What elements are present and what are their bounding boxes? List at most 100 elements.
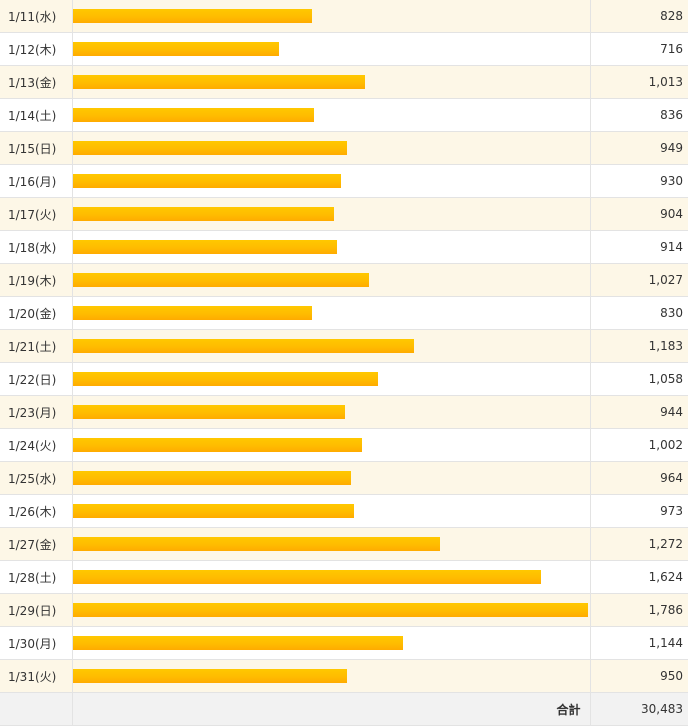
bar bbox=[72, 108, 314, 122]
bar bbox=[72, 603, 588, 617]
table-row: 1/24(火) 1,002 bbox=[0, 428, 688, 462]
bar-cell bbox=[71, 131, 591, 165]
bar-cell bbox=[71, 263, 591, 297]
bar bbox=[72, 141, 347, 155]
bar-cell bbox=[71, 461, 591, 495]
date-label: 1/31(火) bbox=[0, 659, 73, 693]
bar-cell bbox=[71, 164, 591, 198]
bar bbox=[72, 669, 347, 683]
bar-cell bbox=[71, 395, 591, 429]
value-label: 914 bbox=[589, 230, 688, 264]
table-row: 1/21(土) 1,183 bbox=[0, 329, 688, 363]
value-label: 1,144 bbox=[589, 626, 688, 660]
bar bbox=[72, 75, 365, 89]
date-label: 1/11(水) bbox=[0, 0, 73, 33]
bar-cell bbox=[71, 593, 591, 627]
date-label: 1/29(日) bbox=[0, 593, 73, 627]
value-label: 964 bbox=[589, 461, 688, 495]
date-label: 1/22(日) bbox=[0, 362, 73, 396]
table-row: 1/11(水) 828 bbox=[0, 0, 688, 33]
date-label: 1/17(火) bbox=[0, 197, 73, 231]
date-label: 1/26(木) bbox=[0, 494, 73, 528]
date-label: 1/20(金) bbox=[0, 296, 73, 330]
bar-cell bbox=[71, 230, 591, 264]
bar-cell bbox=[71, 329, 591, 363]
bar-cell bbox=[71, 296, 591, 330]
date-label: 1/12(木) bbox=[0, 32, 73, 66]
value-label: 1,786 bbox=[589, 593, 688, 627]
bar-cell bbox=[71, 0, 591, 33]
date-label: 1/30(月) bbox=[0, 626, 73, 660]
total-spacer-cell bbox=[0, 692, 73, 726]
bar bbox=[72, 405, 345, 419]
date-label: 1/18(水) bbox=[0, 230, 73, 264]
table-row: 1/18(水) 914 bbox=[0, 230, 688, 264]
bar-cell bbox=[71, 65, 591, 99]
table-row: 1/28(土) 1,624 bbox=[0, 560, 688, 594]
date-label: 1/19(木) bbox=[0, 263, 73, 297]
bar bbox=[72, 438, 362, 452]
value-label: 1,272 bbox=[589, 527, 688, 561]
table-row: 1/26(木) 973 bbox=[0, 494, 688, 528]
table-row: 1/22(日) 1,058 bbox=[0, 362, 688, 396]
total-value: 30,483 bbox=[589, 692, 688, 726]
table-row: 1/25(水) 964 bbox=[0, 461, 688, 495]
value-label: 1,058 bbox=[589, 362, 688, 396]
bar-cell bbox=[71, 197, 591, 231]
bar bbox=[72, 504, 354, 518]
table-row: 1/16(月) 930 bbox=[0, 164, 688, 198]
value-label: 904 bbox=[589, 197, 688, 231]
table-row: 1/13(金) 1,013 bbox=[0, 65, 688, 99]
bar bbox=[72, 42, 279, 56]
value-label: 1,002 bbox=[589, 428, 688, 462]
table-row: 1/30(月) 1,144 bbox=[0, 626, 688, 660]
date-label: 1/23(月) bbox=[0, 395, 73, 429]
value-label: 973 bbox=[589, 494, 688, 528]
value-label: 828 bbox=[589, 0, 688, 33]
bar bbox=[72, 207, 334, 221]
value-label: 930 bbox=[589, 164, 688, 198]
date-label: 1/24(火) bbox=[0, 428, 73, 462]
value-label: 949 bbox=[589, 131, 688, 165]
bar bbox=[72, 306, 312, 320]
value-label: 1,624 bbox=[589, 560, 688, 594]
table-row: 1/19(木) 1,027 bbox=[0, 263, 688, 297]
bar bbox=[72, 372, 378, 386]
value-label: 716 bbox=[589, 32, 688, 66]
date-label: 1/27(金) bbox=[0, 527, 73, 561]
bar-cell bbox=[71, 494, 591, 528]
value-label: 1,027 bbox=[589, 263, 688, 297]
date-label: 1/13(金) bbox=[0, 65, 73, 99]
table-row: 1/17(火) 904 bbox=[0, 197, 688, 231]
bar-cell bbox=[71, 626, 591, 660]
total-row: 合計 30,483 bbox=[0, 692, 688, 726]
bar bbox=[72, 174, 341, 188]
table-row: 1/20(金) 830 bbox=[0, 296, 688, 330]
value-label: 1,183 bbox=[589, 329, 688, 363]
bar bbox=[72, 9, 312, 23]
date-label: 1/14(土) bbox=[0, 98, 73, 132]
date-label: 1/16(月) bbox=[0, 164, 73, 198]
date-label: 1/28(土) bbox=[0, 560, 73, 594]
total-label: 合計 bbox=[71, 692, 591, 726]
table-row: 1/31(火) 950 bbox=[0, 659, 688, 693]
table-row: 1/15(日) 949 bbox=[0, 131, 688, 165]
bar bbox=[72, 339, 414, 353]
bar-cell bbox=[71, 98, 591, 132]
value-label: 1,013 bbox=[589, 65, 688, 99]
value-label: 950 bbox=[589, 659, 688, 693]
bar-cell bbox=[71, 560, 591, 594]
value-label: 830 bbox=[589, 296, 688, 330]
bar bbox=[72, 570, 541, 584]
bar-cell bbox=[71, 659, 591, 693]
table-row: 1/27(金) 1,272 bbox=[0, 527, 688, 561]
bar bbox=[72, 240, 337, 254]
table-row: 1/29(日) 1,786 bbox=[0, 593, 688, 627]
value-label: 944 bbox=[589, 395, 688, 429]
date-label: 1/15(日) bbox=[0, 131, 73, 165]
date-label: 1/25(水) bbox=[0, 461, 73, 495]
bar-cell bbox=[71, 428, 591, 462]
bar bbox=[72, 273, 369, 287]
bar-cell bbox=[71, 527, 591, 561]
